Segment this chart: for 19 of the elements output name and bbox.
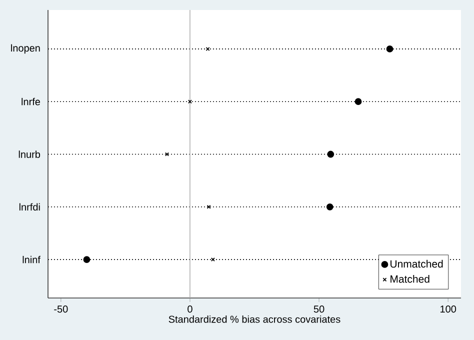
point [188, 100, 192, 104]
x-axis-title: Standardized % bias across covariates [168, 315, 340, 323]
x-tick-label: -50 [54, 306, 68, 313]
point [327, 150, 334, 158]
y-tick-label: lnopen [11, 44, 40, 54]
y-tick-label: lnrfe [22, 98, 40, 106]
point [83, 256, 90, 264]
point [354, 98, 362, 106]
point [326, 203, 334, 210]
x-tick-label: 50 [314, 306, 324, 313]
x-tick-label: 0 [188, 306, 192, 313]
y-tick-label: lninf [22, 256, 40, 264]
x-tick-label: 100 [440, 306, 456, 313]
point [386, 46, 394, 52]
legend-label: Matched [390, 275, 430, 283]
legend-label: Unmatched [390, 260, 443, 268]
y-tick-label: lnurb [18, 150, 40, 158]
point [210, 258, 215, 262]
y-tick-label: lnrfdi [19, 203, 40, 211]
